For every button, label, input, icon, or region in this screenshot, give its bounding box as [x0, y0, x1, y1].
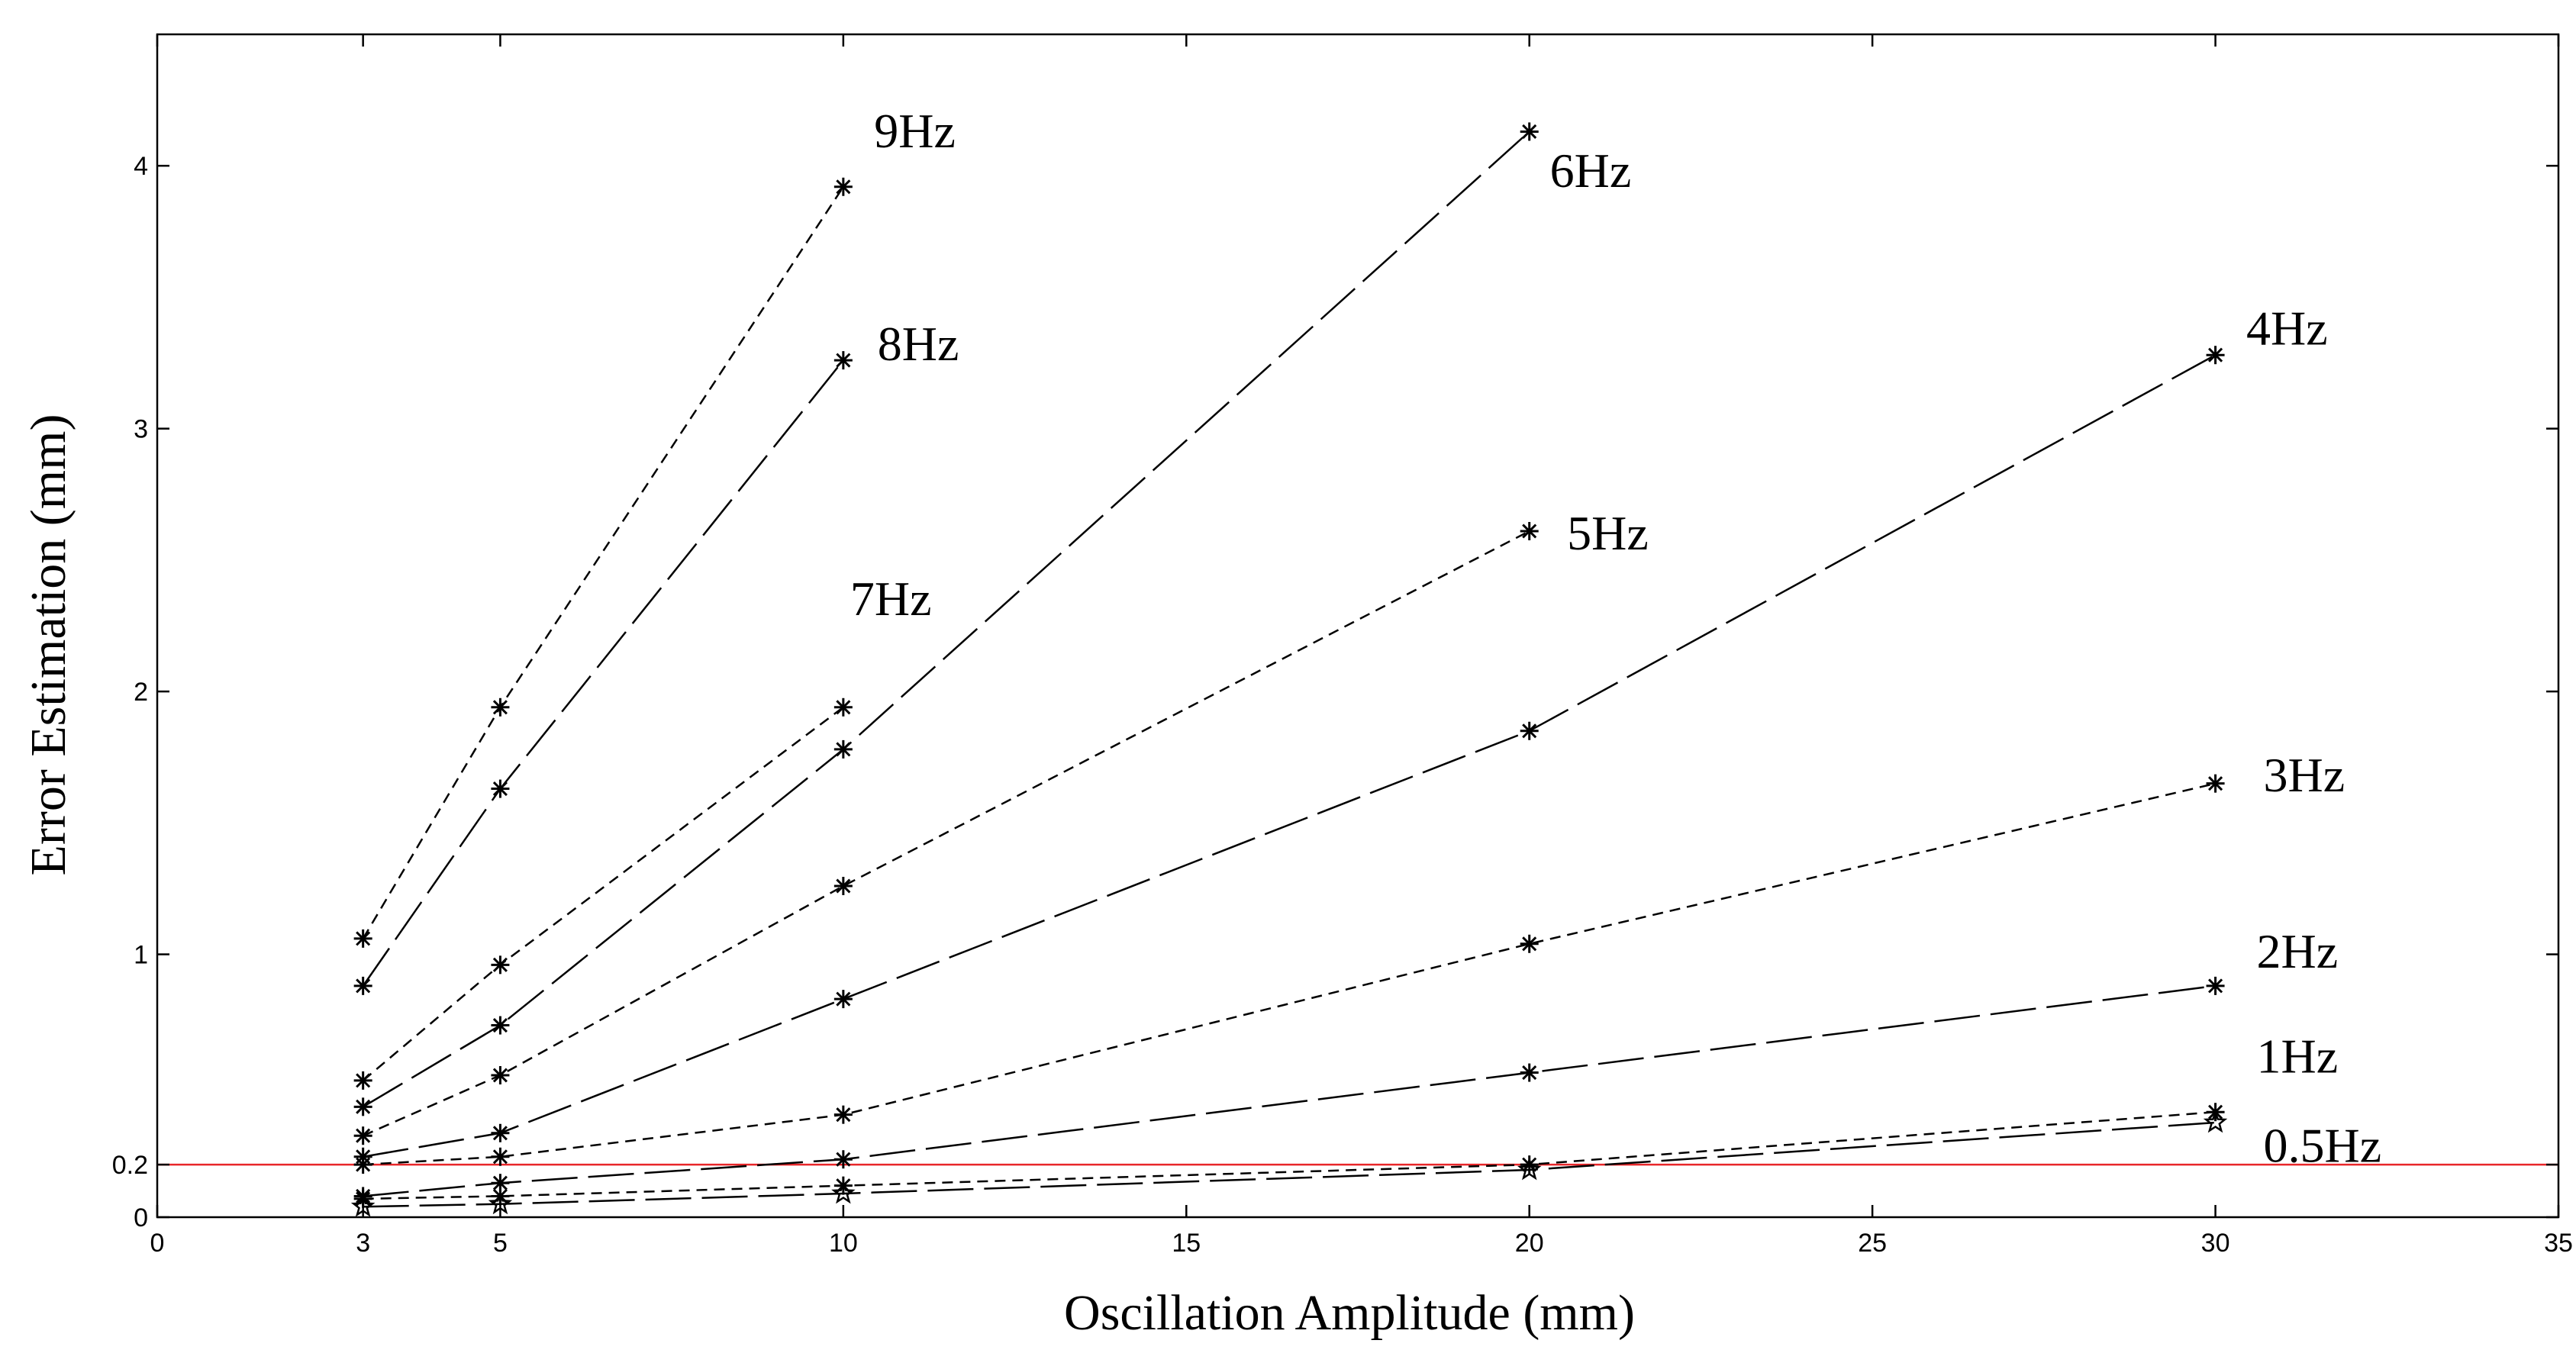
series-label-2hz: 2Hz: [2257, 924, 2339, 978]
marker-layer: [350, 122, 2228, 1217]
annotation-layer: 9Hz 8Hz 7Hz 6Hz 5Hz 4Hz 3Hz 2Hz 1Hz 0.5Hz: [850, 104, 2381, 1173]
marker-series-7hz: [353, 1071, 372, 1090]
marker-series-3hz: [353, 1155, 372, 1174]
x-tick-label: 0: [150, 1229, 165, 1258]
series-8hz-line: [362, 359, 844, 987]
series-5hz-line: [363, 530, 1530, 1137]
x-tick-label: 10: [829, 1229, 858, 1258]
y-tick-label: 0: [134, 1203, 148, 1232]
x-tick-label: 5: [493, 1229, 508, 1258]
series-4hz-line: [363, 354, 2217, 1158]
marker-series-3hz: [491, 1147, 510, 1166]
marker-series-8hz: [833, 351, 853, 370]
x-tick-label: 25: [1858, 1229, 1887, 1258]
marker-series-2hz: [2206, 976, 2225, 995]
series-6hz-line: [363, 130, 1530, 1108]
series-1hz-line: [363, 1110, 2216, 1200]
y-tick-label: 3: [134, 415, 148, 444]
x-tick-label: 35: [2544, 1229, 2573, 1258]
series-label-4hz: 4Hz: [2246, 301, 2328, 355]
series-layer: [362, 130, 2217, 1208]
marker-series-3hz: [2206, 774, 2225, 793]
marker-series-5hz: [491, 1066, 510, 1084]
series-label-0-5hz: 0.5Hz: [2263, 1119, 2381, 1173]
series-7hz-line: [362, 706, 844, 1081]
marker-series-9hz: [833, 177, 853, 196]
marker-series-4hz: [1520, 721, 1539, 740]
y-axis-title: Error Estimation (mm): [21, 414, 76, 876]
marker-series-6hz: [353, 1097, 372, 1116]
marker-series-5hz: [353, 1126, 372, 1145]
plot-frame: [156, 33, 2560, 1219]
x-tick-label: 30: [2201, 1229, 2230, 1258]
marker-series-9hz: [491, 697, 510, 717]
marker-series-0-5hz: [2203, 1110, 2228, 1133]
marker-series-4hz: [2206, 346, 2225, 365]
series-3hz-line: [363, 782, 2216, 1166]
marker-series-3hz: [833, 1105, 853, 1124]
marker-series-9hz: [353, 929, 372, 948]
marker-series-7hz: [491, 955, 510, 975]
x-tick-label: 20: [1515, 1229, 1544, 1258]
y-tick-label: 1: [134, 941, 148, 970]
marker-series-8hz: [491, 779, 510, 798]
series-label-7hz: 7Hz: [850, 572, 932, 626]
x-axis-title: Oscillation Amplitude (mm): [1064, 1285, 1635, 1341]
x-tick-label: 3: [356, 1229, 370, 1258]
marker-series-2hz: [1520, 1063, 1539, 1082]
series-label-9hz: 9Hz: [874, 104, 956, 158]
series-label-3hz: 3Hz: [2263, 748, 2345, 802]
y-tick-label: 2: [134, 678, 148, 707]
marker-series-3hz: [1520, 934, 1539, 953]
series-9hz-line: [362, 186, 844, 939]
y-tick-label: 4: [134, 152, 148, 181]
marker-series-0-5hz: [1517, 1157, 1542, 1181]
y-tick-label: 0.2: [112, 1151, 148, 1180]
marker-series-6hz: [833, 739, 853, 759]
plot-border: [156, 33, 2560, 1219]
marker-series-5hz: [833, 877, 853, 895]
marker-series-7hz: [833, 697, 853, 717]
marker-series-6hz: [1520, 122, 1539, 141]
marker-series-4hz: [833, 990, 853, 1009]
series-label-1hz: 1Hz: [2257, 1029, 2339, 1084]
series-label-8hz: 8Hz: [878, 317, 959, 371]
marker-series-4hz: [491, 1123, 510, 1142]
marker-series-0-5hz: [831, 1181, 856, 1204]
marker-series-6hz: [491, 1016, 510, 1035]
marker-series-8hz: [353, 976, 372, 995]
marker-series-5hz: [1520, 522, 1539, 540]
x-tick-label: 15: [1172, 1229, 1201, 1258]
marker-series-2hz: [833, 1150, 853, 1169]
series-label-5hz: 5Hz: [1567, 506, 1649, 560]
series-label-6hz: 6Hz: [1550, 143, 1632, 198]
